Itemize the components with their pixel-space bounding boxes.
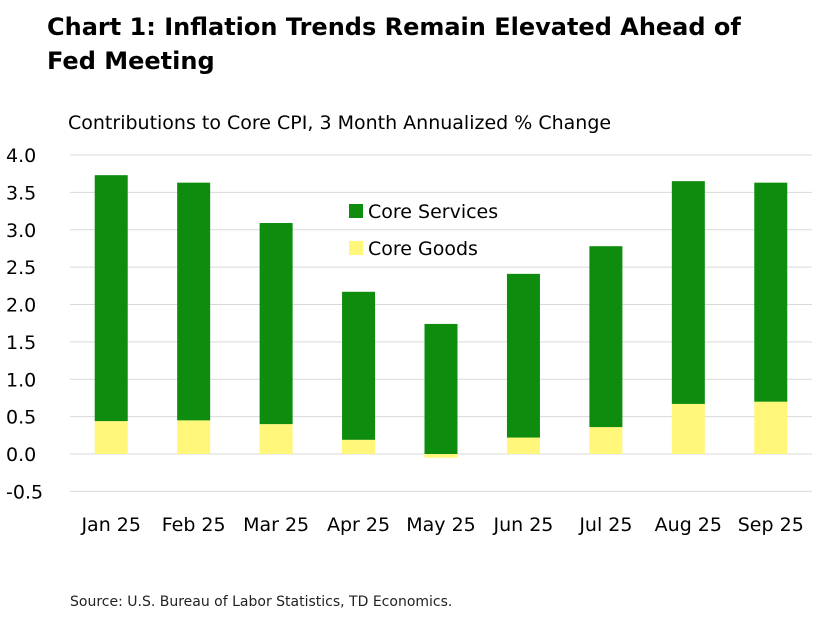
x-tick-label: Jan 25 bbox=[80, 514, 141, 536]
legend-label: Core Services bbox=[368, 201, 498, 223]
bar-core-services bbox=[671, 181, 705, 404]
bar-core-goods bbox=[671, 403, 705, 454]
bar-core-goods bbox=[589, 427, 623, 454]
y-tick-label: 0.0 bbox=[6, 444, 36, 466]
y-tick-label: -0.5 bbox=[6, 481, 43, 503]
y-tick-label: 0.5 bbox=[6, 407, 36, 429]
x-tick-label: Jul 25 bbox=[578, 514, 632, 536]
legend-label: Core Goods bbox=[368, 238, 478, 260]
y-tick-label: 1.0 bbox=[6, 369, 36, 391]
y-tick-label: 2.0 bbox=[6, 295, 36, 317]
y-tick-label: 2.5 bbox=[6, 257, 36, 279]
bar-core-services bbox=[259, 223, 293, 425]
bar-core-services bbox=[589, 246, 623, 428]
x-tick-label: May 25 bbox=[406, 514, 476, 536]
bar-core-services bbox=[506, 273, 540, 438]
y-tick-label: 4.0 bbox=[6, 145, 36, 167]
legend-swatch bbox=[349, 241, 363, 255]
y-tick-label: 3.5 bbox=[6, 182, 36, 204]
x-tick-label: Apr 25 bbox=[327, 514, 390, 536]
bar-core-services bbox=[94, 175, 128, 422]
y-tick-label: 3.0 bbox=[6, 220, 36, 242]
bar-core-services bbox=[342, 291, 376, 440]
bar-core-goods bbox=[506, 437, 540, 454]
source-note: Source: U.S. Bureau of Labor Statistics,… bbox=[70, 594, 453, 610]
bar-core-goods bbox=[754, 401, 788, 454]
chart-title: Chart 1: Inflation Trends Remain Elevate… bbox=[47, 13, 741, 75]
chart-subtitle: Contributions to Core CPI, 3 Month Annua… bbox=[68, 112, 612, 134]
legend-swatch bbox=[349, 204, 363, 218]
x-tick-label: Sep 25 bbox=[738, 514, 804, 536]
bar-core-services bbox=[424, 323, 458, 454]
x-tick-label: Aug 25 bbox=[655, 514, 722, 536]
bar-core-goods bbox=[342, 439, 376, 454]
bar-core-goods bbox=[424, 454, 458, 458]
x-tick-label: Mar 25 bbox=[243, 514, 309, 536]
bar-core-goods bbox=[259, 424, 293, 454]
bar-core-goods bbox=[94, 421, 128, 454]
bar-core-services bbox=[754, 182, 788, 402]
x-tick-label: Jun 25 bbox=[492, 514, 553, 536]
bar-core-services bbox=[177, 182, 211, 421]
bar-core-goods bbox=[177, 420, 211, 454]
y-tick-label: 1.5 bbox=[6, 332, 36, 354]
x-tick-label: Feb 25 bbox=[162, 514, 226, 536]
